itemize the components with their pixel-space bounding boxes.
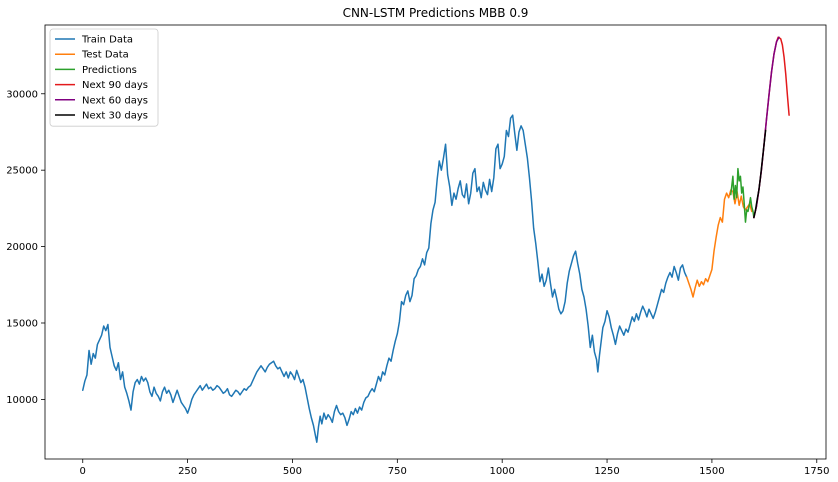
plot-frame: [44, 24, 827, 460]
x-tick-label: 500: [283, 466, 302, 477]
legend-label-predictions: Predictions: [82, 65, 137, 76]
x-tick-label: 750: [388, 466, 407, 477]
x-tick-label: 1750: [804, 466, 829, 477]
legend-box: [49, 28, 159, 127]
x-axis: 0 250 500 750 1000 1250 1500 1750: [80, 459, 829, 477]
legend-label-next-30-days: Next 30 days: [82, 111, 148, 122]
y-tick-label: 20000: [6, 242, 38, 253]
y-tick-label: 30000: [6, 89, 38, 100]
series-line-predictions: [730, 167, 755, 223]
chart-title: CNN-LSTM Predictions MBB 0.9: [343, 6, 529, 20]
x-tick-label: 1500: [699, 466, 724, 477]
y-tick-label: 15000: [6, 318, 38, 329]
legend-label-next-90-days: Next 90 days: [82, 80, 148, 91]
x-tick-label: 1250: [594, 466, 619, 477]
y-axis: 10000 15000 20000 25000 30000: [6, 89, 45, 406]
series-line-train-data: [82, 114, 688, 443]
series-line-test-data: [686, 189, 753, 298]
plot-area: [45, 25, 826, 459]
x-tick-label: 0: [80, 466, 86, 477]
series-layer: [82, 36, 790, 443]
x-tick-label: 1000: [489, 466, 514, 477]
legend-label-next-60-days: Next 60 days: [82, 95, 148, 106]
legend: Train Data Test Data Predictions Next 90 da…: [49, 28, 159, 127]
legend-label-train-data: Train Data: [81, 35, 133, 46]
x-tick-label: 250: [178, 466, 197, 477]
y-tick-label: 25000: [6, 166, 38, 177]
y-tick-label: 10000: [6, 395, 38, 406]
series-line-next-30-days: [753, 129, 767, 219]
legend-label-test-data: Test Data: [81, 50, 129, 61]
